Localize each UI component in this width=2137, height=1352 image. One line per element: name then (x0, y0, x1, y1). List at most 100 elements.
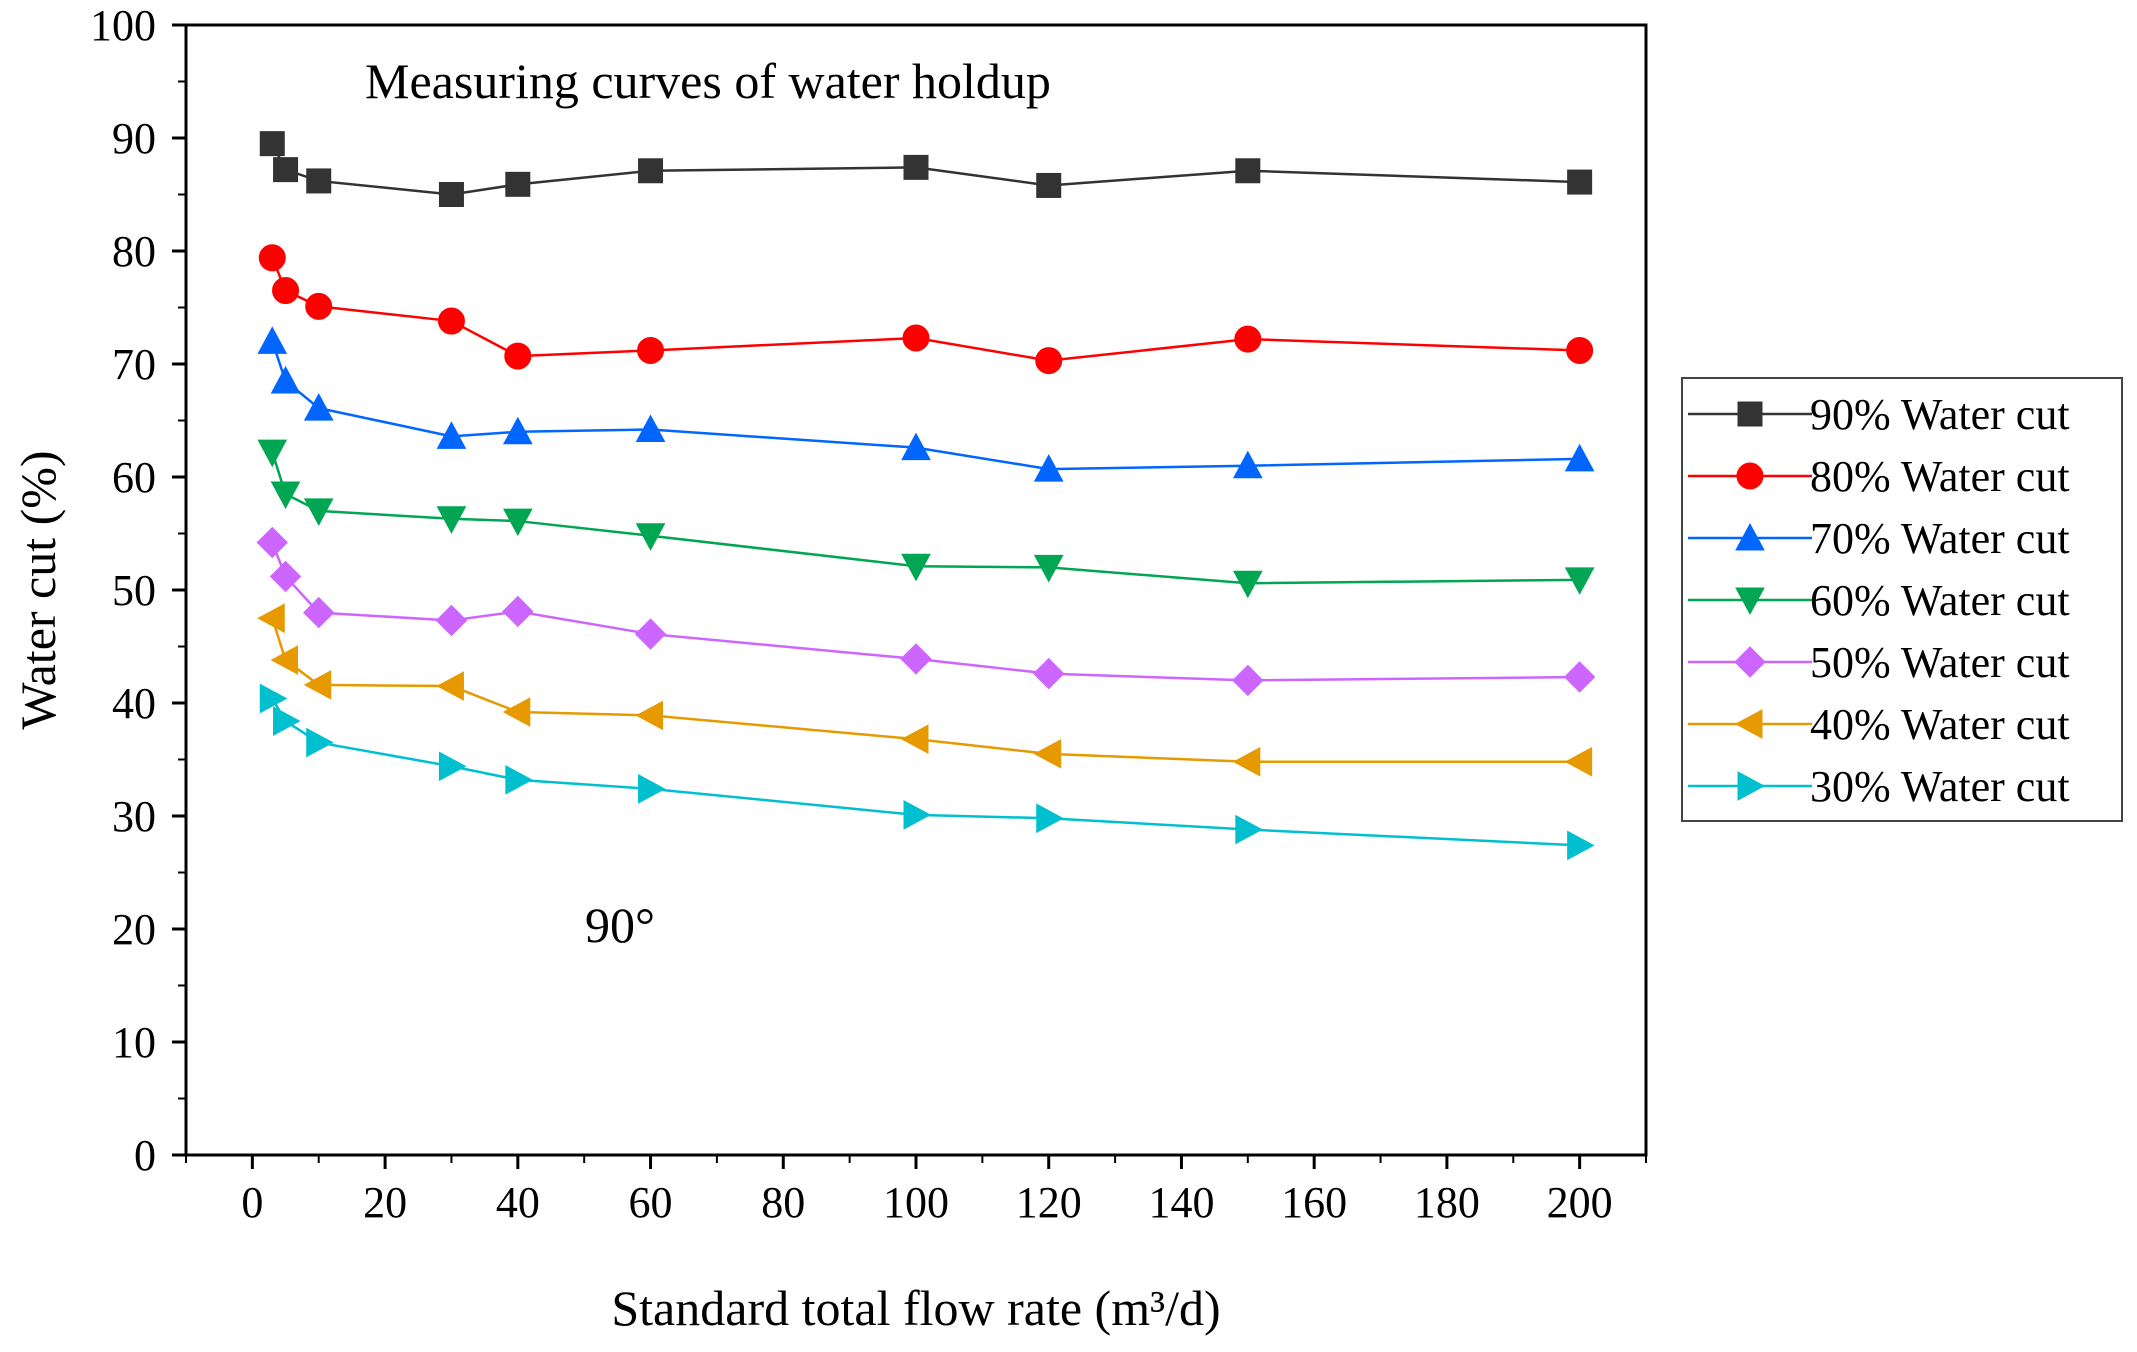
data-point (1232, 746, 1261, 777)
data-point (256, 526, 288, 559)
data-point (1563, 661, 1596, 693)
series-line (271, 697, 1580, 847)
data-point (303, 393, 334, 421)
data-point (270, 365, 301, 394)
data-point (273, 706, 301, 736)
series-line (271, 143, 1580, 196)
y-axis-title: Water cut (%) (10, 450, 66, 729)
data-point (1033, 554, 1064, 583)
y-tick-label: 70 (112, 340, 156, 389)
data-point (306, 168, 332, 194)
data-point (273, 157, 299, 183)
y-tick-label: 30 (112, 792, 156, 841)
series-line (271, 451, 1580, 585)
data-point (637, 336, 665, 364)
data-point (1235, 814, 1263, 845)
data-point (436, 671, 464, 701)
series-layer (256, 131, 1596, 861)
data-point (505, 171, 531, 197)
data-point (903, 800, 932, 830)
legend-marker (1737, 401, 1763, 427)
data-point (1232, 570, 1263, 599)
legend-marker (1735, 522, 1765, 551)
x-tick-label: 140 (1148, 1178, 1214, 1227)
legend-marker (1737, 771, 1766, 801)
data-point (902, 324, 930, 352)
data-point (1235, 158, 1261, 184)
data-point (502, 508, 533, 537)
data-point (638, 158, 664, 184)
data-point (269, 560, 302, 593)
data-point (305, 292, 333, 320)
data-point (438, 182, 464, 207)
data-point (900, 724, 929, 754)
legend: 90% Water cut 80% Water cut 70% Water cut 6… (1681, 377, 2123, 822)
legend-marker (1736, 462, 1764, 490)
data-point (306, 727, 334, 758)
legend-marker (1735, 587, 1765, 616)
x-tick-label: 60 (629, 1178, 673, 1227)
legend-label: 80% Water cut (1810, 452, 2070, 501)
data-point (504, 342, 532, 370)
data-point (502, 595, 534, 628)
y-tick-label: 20 (112, 905, 156, 954)
data-point (438, 751, 467, 782)
legend-label: 50% Water cut (1810, 638, 2070, 687)
x-tick-label: 200 (1547, 1178, 1613, 1227)
series-60-water-cut (257, 439, 1595, 599)
data-point (901, 553, 931, 582)
series-90-water-cut (259, 131, 1593, 207)
data-point (1036, 803, 1064, 834)
chart-title: Measuring curves of water holdup (365, 53, 1051, 109)
x-axis-title: Standard total flow rate (m³/d) (611, 1280, 1220, 1336)
data-point (1567, 169, 1593, 195)
data-point (502, 697, 531, 727)
data-point (257, 326, 288, 354)
data-point (272, 277, 300, 305)
y-tick-label: 0 (134, 1131, 156, 1180)
data-point (1035, 347, 1063, 375)
data-point (303, 498, 334, 526)
data-point (436, 506, 467, 534)
data-point (1564, 567, 1595, 595)
data-point (1232, 664, 1264, 697)
y-tick-label: 60 (112, 453, 156, 502)
data-point (437, 307, 465, 335)
axis-ticks: 0 20 40 60 80 100 120 140 160 180 200 0 10 20 30 40 50 60… (90, 1, 1647, 1227)
data-point (900, 643, 932, 675)
data-point (257, 439, 288, 468)
series-line (271, 341, 1580, 471)
data-point (1567, 830, 1595, 861)
data-point (505, 765, 533, 795)
series-line (271, 617, 1580, 764)
plot-frame (184, 23, 1648, 1157)
data-point (1564, 746, 1593, 777)
series-50-water-cut (256, 526, 1596, 697)
y-tick-label: 10 (112, 1018, 156, 1067)
data-point (435, 604, 468, 637)
data-point (1566, 336, 1594, 364)
legend-label: 90% Water cut (1810, 390, 2070, 439)
data-point (436, 421, 467, 449)
data-point (1234, 325, 1262, 353)
data-point (635, 414, 666, 443)
x-tick-label: 80 (761, 1178, 805, 1227)
data-point (638, 774, 666, 804)
legend-label: 70% Water cut (1810, 514, 2070, 563)
x-tick-label: 180 (1414, 1178, 1480, 1227)
legend-marker (1734, 646, 1766, 678)
x-tick-label: 40 (496, 1178, 540, 1227)
series-line (271, 257, 1580, 362)
series-line (271, 542, 1580, 682)
x-tick-label: 160 (1281, 1178, 1347, 1227)
data-point (1232, 450, 1263, 479)
data-point (1033, 739, 1062, 769)
legend-label: 40% Water cut (1810, 700, 2070, 749)
series-30-water-cut (259, 683, 1595, 861)
data-point (270, 645, 299, 675)
x-tick-label: 0 (241, 1178, 263, 1227)
data-point (303, 670, 332, 700)
data-point (901, 432, 931, 461)
angle-annotation: 90° (585, 897, 655, 953)
